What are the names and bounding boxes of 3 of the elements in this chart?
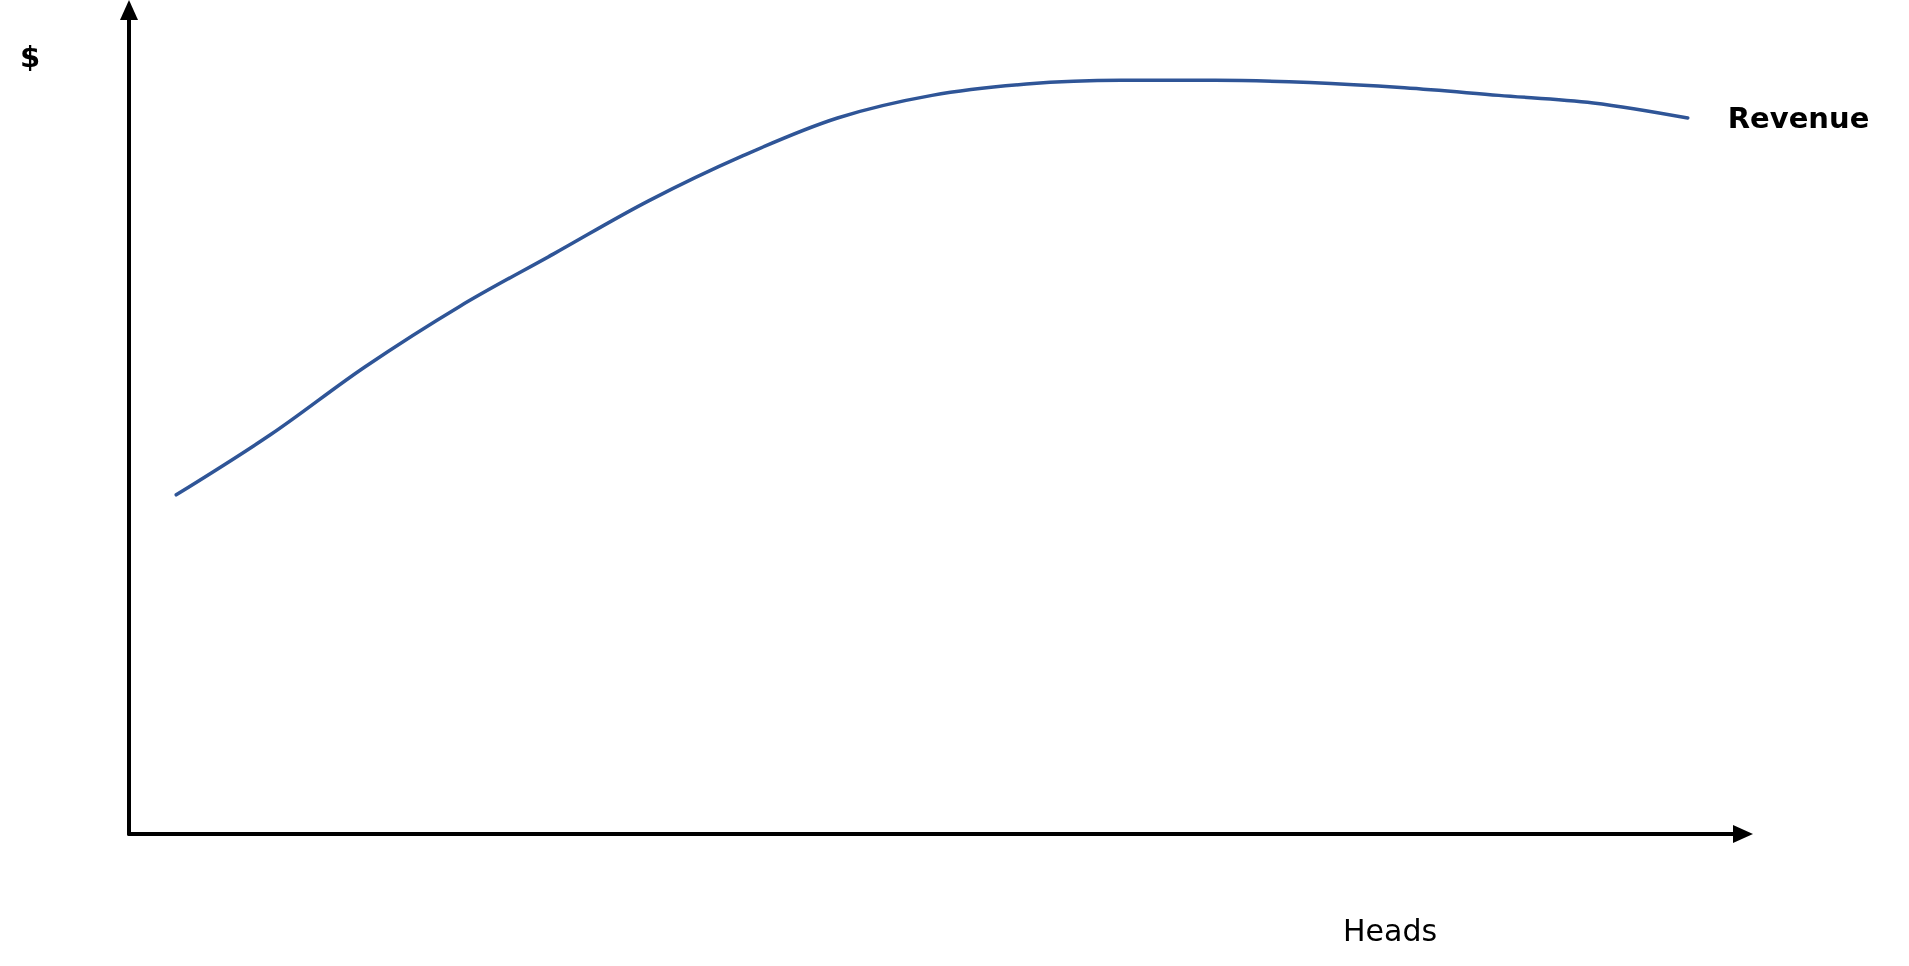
- series-label: Revenue: [1727, 100, 1870, 135]
- y-axis-title: $: [20, 39, 41, 74]
- x-axis-title: Heads: [1343, 912, 1438, 948]
